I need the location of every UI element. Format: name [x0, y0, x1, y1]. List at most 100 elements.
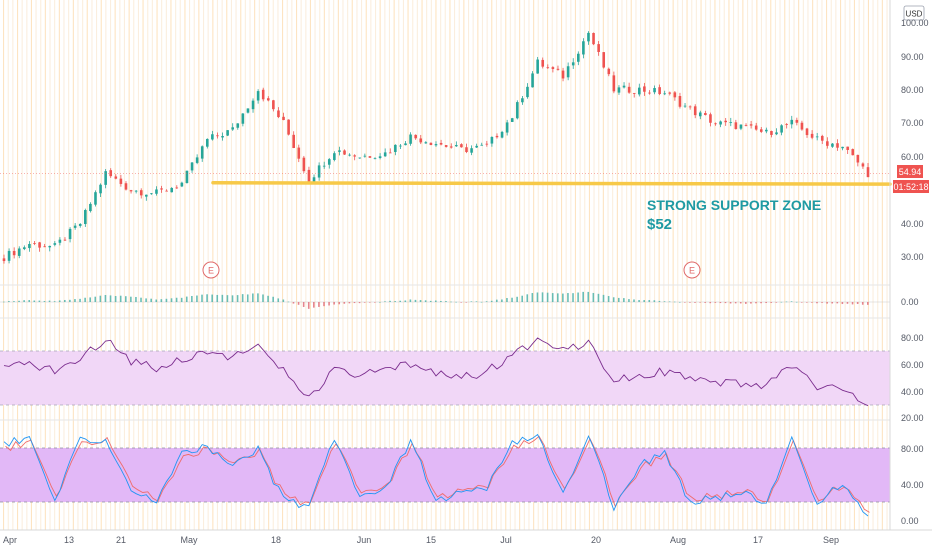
candle — [704, 110, 707, 116]
rsi-pane[interactable] — [0, 337, 890, 407]
macd-bar — [785, 301, 788, 303]
candle — [317, 162, 321, 181]
candle — [302, 155, 306, 173]
macd-bar — [714, 302, 717, 303]
macd-bar — [313, 302, 315, 308]
session-stripe — [760, 0, 762, 530]
macd-bar — [297, 302, 300, 305]
candle — [536, 56, 539, 74]
macd-bar — [69, 299, 71, 302]
session-stripe — [393, 0, 395, 530]
date-tick-label: 15 — [426, 535, 436, 545]
candle — [693, 104, 697, 119]
earnings-marker[interactable]: E — [683, 261, 701, 279]
session-stripe — [351, 0, 353, 530]
macd-bar — [638, 300, 640, 302]
candle — [399, 143, 402, 149]
macd-bar — [368, 302, 371, 303]
session-stripe — [21, 0, 23, 530]
session-stripe — [472, 0, 474, 530]
session-stripe — [296, 0, 298, 530]
macd-bar — [709, 302, 712, 304]
candle — [414, 134, 417, 140]
macd-pane[interactable] — [0, 291, 890, 309]
earnings-marker[interactable]: E — [202, 261, 220, 279]
candle — [114, 174, 118, 180]
macd-bar — [384, 301, 386, 302]
macd-bar — [521, 295, 523, 302]
annotation-line-2[interactable]: $52 — [647, 216, 672, 233]
session-stripe — [435, 0, 437, 530]
session-stripe — [105, 0, 107, 530]
macd-bar — [546, 292, 549, 302]
session-stripe — [151, 0, 153, 530]
session-stripe — [337, 0, 339, 530]
candle — [724, 118, 727, 126]
candle — [505, 119, 509, 136]
macd-bar — [694, 302, 696, 303]
candle — [678, 92, 682, 109]
macd-bar — [236, 295, 239, 302]
macd-bar — [196, 295, 198, 302]
candle — [434, 141, 438, 147]
date-tick-label: Aug — [670, 535, 686, 545]
candle — [770, 130, 773, 138]
session-stripe — [844, 0, 846, 530]
macd-bar — [114, 296, 117, 302]
candle — [805, 127, 809, 138]
macd-bar — [506, 298, 508, 302]
candle — [597, 41, 600, 56]
macd-bar — [689, 302, 691, 303]
last-price-value: 54.94 — [899, 167, 922, 177]
session-stripe — [495, 0, 497, 530]
price-pane[interactable]: E E STRONG SUPPORT ZONE $52 — [0, 31, 892, 279]
macd-bar — [404, 300, 407, 302]
price-axis[interactable]: USD 100.00 90.00 80.00 70.00 60.00 50.00… — [889, 0, 929, 530]
candle — [668, 91, 672, 96]
annotation-line-1[interactable]: STRONG SUPPORT ZONE — [647, 197, 821, 213]
pane-separators — [0, 284, 890, 421]
session-stripe — [305, 0, 307, 530]
session-stripe — [742, 0, 744, 530]
macd-bar — [414, 299, 417, 302]
macd-bar — [821, 302, 823, 303]
session-stripe — [142, 0, 144, 530]
candle — [663, 90, 667, 96]
session-stripe — [272, 0, 274, 530]
stochastic-pane[interactable] — [0, 433, 890, 517]
candle — [688, 105, 692, 110]
candle — [124, 181, 128, 191]
macd-bar — [419, 300, 422, 302]
candle — [363, 153, 367, 158]
macd-bar — [511, 297, 513, 302]
candle — [739, 124, 743, 131]
price-tick-label: 80.00 — [901, 85, 924, 95]
session-stripe — [286, 0, 288, 530]
macd-bar — [318, 302, 320, 307]
candle — [627, 82, 631, 94]
candle — [150, 192, 153, 195]
candle — [424, 141, 428, 144]
session-stripe — [491, 0, 493, 530]
session-stripe — [584, 0, 586, 530]
session-stripe — [458, 0, 460, 530]
macd-bar — [800, 302, 803, 303]
session-stripe — [677, 0, 679, 530]
date-axis[interactable]: Apr 13 21 May 18 Jun 15 Jul 20 Aug 17 Se… — [0, 529, 932, 545]
macd-bar — [851, 302, 854, 305]
candle — [307, 166, 311, 184]
session-stripe — [877, 0, 879, 530]
session-stripe — [672, 0, 674, 530]
macd-bar — [831, 302, 834, 304]
macd-bar — [739, 302, 742, 304]
candle — [23, 245, 26, 251]
macd-bar — [429, 300, 432, 302]
macd-bar — [556, 293, 559, 302]
macd-bar — [353, 302, 356, 304]
stochastic-k-line — [3, 433, 869, 517]
currency-badge[interactable]: USD — [903, 5, 925, 21]
macd-bar — [435, 300, 437, 302]
session-stripe — [565, 0, 567, 530]
candle — [200, 145, 204, 162]
